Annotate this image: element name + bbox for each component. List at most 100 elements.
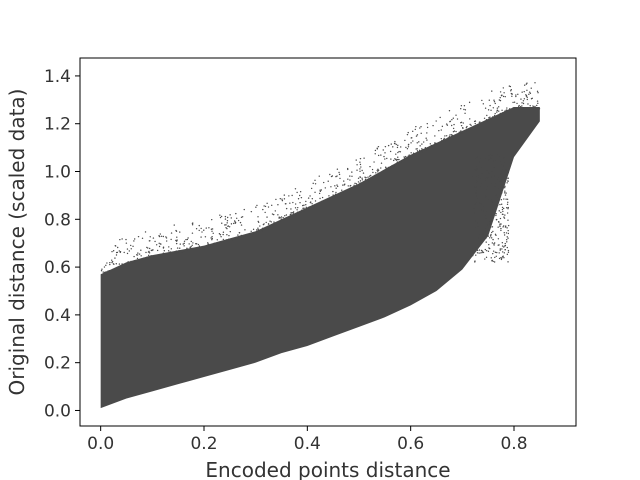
- scatter-point: [476, 252, 479, 254]
- scatter-point: [490, 257, 492, 259]
- scatter-point: [502, 111, 504, 114]
- scatter-point: [175, 251, 178, 254]
- scatter-point: [305, 200, 307, 203]
- scatter-point: [371, 168, 374, 171]
- scatter-point: [425, 137, 427, 139]
- scatter-point: [486, 188, 488, 190]
- scatter-point: [481, 211, 484, 213]
- scatter-point: [279, 197, 282, 200]
- scatter-point: [195, 243, 197, 245]
- scatter-point: [332, 190, 334, 193]
- scatter-point: [503, 217, 506, 219]
- scatter-point: [314, 179, 316, 182]
- scatter-point: [482, 233, 484, 235]
- scatter-point: [476, 194, 478, 196]
- scatter-point: [445, 123, 448, 125]
- scatter-point: [501, 179, 504, 181]
- scatter-point: [479, 158, 481, 160]
- scatter-point: [240, 224, 243, 226]
- scatter-point: [466, 125, 468, 128]
- scatter-point: [400, 161, 402, 164]
- scatter-point: [464, 112, 466, 115]
- scatter-point: [252, 228, 255, 231]
- scatter-point: [164, 254, 166, 256]
- scatter-point: [487, 250, 490, 253]
- scatter-point: [121, 263, 123, 265]
- scatter-point: [506, 162, 508, 165]
- scatter-point: [404, 139, 406, 142]
- scatter-point: [474, 158, 476, 160]
- scatter-point: [478, 202, 481, 205]
- scatter-point: [488, 99, 491, 101]
- scatter-point: [474, 210, 477, 213]
- scatter-point: [152, 237, 155, 239]
- scatter-point: [186, 248, 188, 250]
- scatter-point: [296, 211, 299, 214]
- scatter-point: [314, 204, 316, 206]
- x-tick-label: 0.8: [500, 434, 527, 454]
- scatter-point: [487, 187, 489, 190]
- scatter-point: [261, 227, 264, 230]
- scatter-point: [485, 237, 487, 239]
- scatter-point: [106, 272, 108, 274]
- scatter-point: [439, 116, 441, 119]
- scatter-point: [494, 187, 497, 189]
- scatter-point: [165, 237, 168, 239]
- y-tick-label: 1.2: [44, 115, 71, 135]
- scatter-point: [488, 220, 490, 222]
- scatter-point: [140, 259, 142, 261]
- scatter-point: [376, 169, 378, 172]
- scatter-point: [362, 172, 365, 174]
- scatter-point: [367, 176, 369, 178]
- scatter-point: [132, 261, 134, 264]
- scatter-point: [278, 217, 280, 219]
- scatter-point: [273, 221, 275, 223]
- scatter-point: [355, 186, 357, 189]
- scatter-point: [380, 154, 382, 156]
- scatter-point: [487, 185, 489, 188]
- scatter-point: [271, 204, 273, 207]
- scatter-point: [224, 218, 227, 220]
- scatter-point: [486, 169, 488, 171]
- scatter-point: [109, 263, 111, 266]
- scatter-point: [243, 208, 245, 211]
- scatter-point: [441, 140, 443, 142]
- scatter-point: [484, 222, 486, 224]
- scatter-point: [175, 229, 177, 232]
- scatter-point: [220, 215, 223, 218]
- scatter-point: [530, 87, 532, 89]
- scatter-point: [148, 257, 151, 260]
- scatter-point: [302, 211, 304, 213]
- scatter-point: [462, 127, 464, 130]
- scatter-point: [290, 216, 293, 218]
- y-axis-ticks: 0.0 0.2 0.4 0.6 0.8 1.0 1.2 1.4: [44, 67, 80, 421]
- scatter-point: [115, 263, 117, 265]
- scatter-point: [488, 154, 490, 156]
- scatter-point: [481, 175, 483, 177]
- scatter-point: [481, 237, 484, 240]
- scatter-point: [499, 169, 501, 172]
- scatter-point: [458, 131, 461, 133]
- scatter-point: [410, 154, 412, 156]
- scatter-point: [500, 171, 502, 174]
- scatter-point: [441, 141, 444, 143]
- scatter-point: [104, 271, 106, 274]
- scatter-point: [502, 182, 504, 185]
- scatter-point: [140, 255, 142, 257]
- scatter-point: [407, 131, 409, 134]
- scatter-point: [507, 171, 509, 174]
- scatter-point: [477, 202, 480, 205]
- scatter-point: [394, 158, 396, 160]
- scatter-point: [222, 233, 224, 236]
- scatter-point: [475, 224, 478, 227]
- scatter-point: [484, 248, 487, 251]
- scatter-point: [485, 249, 488, 252]
- scatter-point: [198, 224, 200, 227]
- scatter-point: [158, 242, 160, 244]
- scatter-point: [478, 249, 481, 251]
- scatter-point: [491, 214, 493, 216]
- scatter-point: [224, 224, 226, 226]
- scatter-point: [311, 205, 314, 207]
- scatter-point: [234, 221, 236, 223]
- scatter-point: [118, 250, 121, 252]
